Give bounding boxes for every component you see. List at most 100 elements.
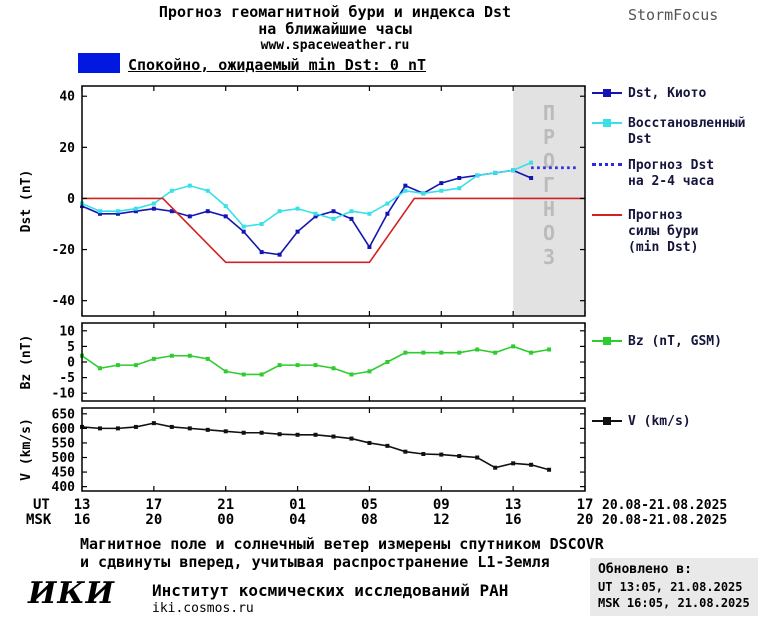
x-tick-label: 13 [73, 497, 91, 513]
series-marker [475, 347, 480, 352]
series-marker [529, 462, 534, 467]
series-marker [529, 176, 534, 180]
x-tick-label: 08 [360, 512, 378, 528]
x-tick-row-ut: 13 17 21 01 05 09 13 17 [0, 497, 760, 513]
series-marker [187, 353, 192, 358]
series-marker [403, 188, 408, 193]
series-marker [403, 350, 408, 355]
legend-label: Bz (nT, GSM) [628, 334, 722, 349]
series-marker [187, 214, 192, 219]
speed-marker-icon [592, 415, 622, 427]
series-marker [259, 222, 264, 226]
updated-ut: UT 13:05, 21.08.2025 [598, 580, 743, 594]
legend-item-dst-forecast: Прогноз Dst на 2-4 часа [592, 158, 728, 190]
reconstructed-dst-marker-icon [592, 117, 622, 129]
dst-kyoto-marker-icon [592, 87, 622, 99]
series-marker [205, 188, 210, 193]
series-marker [493, 350, 498, 355]
series-marker [349, 209, 354, 214]
y-tick-label: 0 [67, 192, 75, 207]
series-marker [133, 209, 138, 214]
series-marker [115, 363, 120, 368]
series-marker [457, 186, 462, 191]
series-marker [457, 350, 462, 355]
series-marker [133, 363, 138, 368]
forecast-label-letter: Н [543, 197, 555, 221]
series-marker [385, 201, 390, 206]
x-axis-ut-label: UT [33, 497, 50, 513]
status-color-swatch [78, 53, 120, 73]
series-marker [439, 181, 444, 186]
series-marker [475, 173, 480, 178]
forecast-label-letter: О [543, 221, 555, 245]
series-marker [241, 229, 246, 234]
series-marker [259, 250, 264, 255]
x-tick-label: 09 [432, 497, 450, 513]
bz-marker-icon [592, 335, 622, 347]
series-marker [349, 436, 354, 441]
series-marker [403, 183, 408, 188]
x-tick-label: 16 [73, 512, 91, 528]
series-marker [421, 191, 426, 196]
series-marker [511, 461, 516, 466]
series-marker [295, 363, 300, 368]
x-tick-label: 05 [360, 497, 378, 513]
y-tick-label: 650 [52, 407, 76, 422]
series-marker [331, 434, 336, 439]
y-tick-label: 0 [67, 356, 75, 371]
series-marker [421, 452, 426, 457]
series-marker [457, 454, 462, 459]
y-tick-label: -5 [59, 371, 75, 386]
legend-label: Восстановленный Dst [628, 116, 746, 147]
institute-name: Институт космических исследований РАН [152, 581, 509, 600]
series-marker [295, 206, 300, 211]
panel-frame [81, 322, 586, 402]
series-marker [457, 176, 462, 180]
series-marker [169, 188, 174, 193]
page-subtitle: на ближайшие часы [258, 20, 412, 38]
series-marker [421, 350, 426, 355]
series-marker [331, 216, 336, 221]
x-tick-row-msk: 16 20 00 04 08 12 16 20 [0, 512, 760, 528]
series-marker [385, 211, 390, 216]
series-marker [511, 344, 516, 349]
series-marker [115, 426, 120, 431]
series-marker [385, 443, 390, 448]
y-axis-label: Dst (nT) [19, 170, 34, 233]
legend-label: Прогноз силы бури (min Dst) [628, 208, 699, 255]
y-tick-label: 450 [52, 466, 76, 481]
series-marker [223, 429, 228, 434]
series-line [81, 161, 532, 228]
series-line [82, 197, 585, 264]
y-tick-label: -20 [52, 243, 76, 258]
x-tick-label: 13 [504, 497, 522, 513]
x-axis-msk-label: MSK [26, 512, 52, 528]
series-marker [367, 245, 372, 249]
series-marker [403, 449, 408, 454]
series-marker [259, 430, 264, 435]
institute-site: iki.cosmos.ru [152, 601, 254, 616]
series-marker [97, 426, 102, 431]
series-marker [97, 366, 102, 371]
x-tick-label: 17 [576, 497, 594, 513]
series-marker [277, 252, 282, 257]
y-tick-label: 500 [52, 451, 76, 466]
forecast-label-letter: О [543, 149, 555, 173]
legend-item-reconstructed-dst: Восстановленный Dst [592, 116, 758, 148]
series-marker [205, 427, 210, 432]
series-marker [529, 350, 534, 355]
panel-frame [81, 407, 586, 492]
series-marker [151, 206, 156, 211]
series-marker [439, 452, 444, 457]
legend-item-storm-forecast: Прогноз силы бури (min Dst) [592, 208, 712, 256]
forecast-label-letter: П [543, 101, 555, 125]
series-marker [439, 188, 444, 193]
dst-forecast-marker-icon [592, 159, 622, 171]
series-marker [277, 363, 282, 368]
y-tick-label: 5 [67, 340, 75, 355]
x-tick-label: 20 [576, 512, 594, 528]
series-marker [295, 432, 300, 437]
series-marker [547, 467, 552, 472]
updated-label: Обновлено в: [598, 562, 692, 577]
